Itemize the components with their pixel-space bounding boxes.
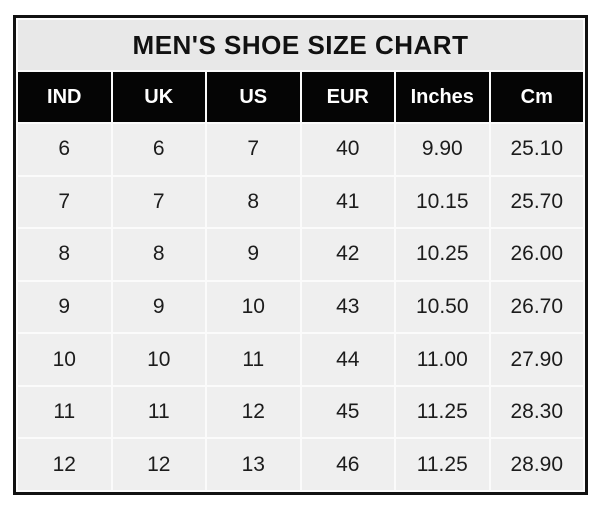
table-cell: 26.00	[490, 229, 583, 280]
table-cell: 11.00	[396, 334, 489, 385]
table-cell: 6	[18, 124, 111, 175]
table-cell: 7	[207, 124, 300, 175]
table-cell: 10	[207, 281, 300, 333]
table-cell: 42	[301, 229, 394, 280]
column-header-us: US	[207, 72, 300, 122]
table-cell: 41	[301, 176, 394, 228]
table-cell: 11.25	[396, 439, 489, 490]
table-cell: 10	[112, 334, 205, 385]
column-header-row: IND UK US EUR Inches Cm	[18, 72, 583, 122]
table-row: 11 11 12 45 11.25 28.30	[18, 386, 583, 438]
table-cell: 9	[207, 229, 300, 280]
column-header-ind: IND	[18, 72, 111, 122]
title-row: MEN'S SHOE SIZE CHART	[18, 20, 583, 70]
table-cell: 45	[301, 386, 394, 438]
column-header-inches: Inches	[396, 72, 489, 122]
column-header-uk: UK	[112, 72, 205, 122]
page-title: MEN'S SHOE SIZE CHART	[18, 20, 583, 70]
table-cell: 43	[301, 281, 394, 333]
table-cell: 10	[18, 334, 111, 385]
table-cell: 25.10	[490, 124, 583, 175]
table-cell: 11	[207, 334, 300, 385]
shoe-size-chart: MEN'S SHOE SIZE CHART IND UK US EUR Inch…	[13, 15, 588, 495]
table-cell: 10.25	[396, 229, 489, 280]
table-body: 6 6 7 40 9.90 25.10 7 7 8 41 10.15 25.70 8 8 9 42 10.25 2…	[18, 124, 583, 490]
table-row: 9 9 10 43 10.50 26.70	[18, 281, 583, 333]
table-cell: 10.50	[396, 281, 489, 333]
table-cell: 40	[301, 124, 394, 175]
table-cell: 12	[18, 439, 111, 490]
column-header-cm: Cm	[490, 72, 583, 122]
table-cell: 13	[207, 439, 300, 490]
table-cell: 28.30	[490, 386, 583, 438]
table-cell: 8	[207, 176, 300, 228]
table-row: 7 7 8 41 10.15 25.70	[18, 176, 583, 228]
table-cell: 7	[18, 176, 111, 228]
table-cell: 27.90	[490, 334, 583, 385]
table-cell: 12	[207, 386, 300, 438]
table-cell: 9	[18, 281, 111, 333]
column-header-eur: EUR	[301, 72, 394, 122]
table-cell: 10.15	[396, 176, 489, 228]
table-cell: 9	[112, 281, 205, 333]
table-cell: 7	[112, 176, 205, 228]
table-cell: 44	[301, 334, 394, 385]
table-row: 8 8 9 42 10.25 26.00	[18, 229, 583, 280]
table-cell: 11	[18, 386, 111, 438]
table-cell: 28.90	[490, 439, 583, 490]
size-chart-table: MEN'S SHOE SIZE CHART IND UK US EUR Inch…	[16, 18, 585, 492]
table-cell: 8	[18, 229, 111, 280]
table-cell: 12	[112, 439, 205, 490]
table-cell: 6	[112, 124, 205, 175]
table-cell: 46	[301, 439, 394, 490]
table-row: 6 6 7 40 9.90 25.10	[18, 124, 583, 175]
table-row: 10 10 11 44 11.00 27.90	[18, 334, 583, 385]
table-cell: 11.25	[396, 386, 489, 438]
table-cell: 9.90	[396, 124, 489, 175]
table-cell: 11	[112, 386, 205, 438]
table-cell: 8	[112, 229, 205, 280]
table-cell: 25.70	[490, 176, 583, 228]
table-row: 12 12 13 46 11.25 28.90	[18, 439, 583, 490]
table-cell: 26.70	[490, 281, 583, 333]
